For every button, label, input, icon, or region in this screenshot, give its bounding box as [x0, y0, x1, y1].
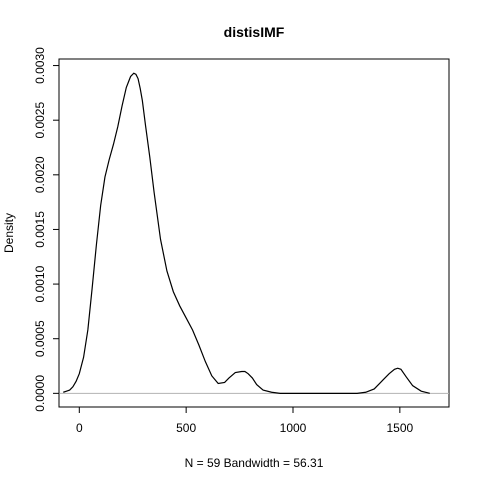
- chart-title: distisIMF: [224, 24, 285, 40]
- density-curve: [63, 72, 430, 394]
- x-tick-label: 1000: [280, 421, 307, 435]
- y-axis-label: Density: [2, 213, 16, 253]
- x-axis-label: N = 59 Bandwidth = 56.31: [185, 456, 324, 470]
- y-tick-label: 0.0015: [33, 211, 47, 248]
- x-tick-label: 0: [76, 421, 83, 435]
- plot-frame: [58, 58, 450, 408]
- y-tick-label: 0.0025: [33, 102, 47, 139]
- x-tick-label: 500: [176, 421, 196, 435]
- x-axis: 0 500 1000 1500: [76, 407, 414, 435]
- y-tick-label: 0.0030: [33, 47, 47, 84]
- y-axis: 0.0000 0.0005 0.0010 0.0015 0.0020 0.0025 0.00…: [33, 47, 59, 412]
- y-tick-label: 0.0020: [33, 156, 47, 193]
- y-tick-label: 0.0005: [33, 320, 47, 357]
- x-tick-label: 1500: [386, 421, 413, 435]
- y-tick-label: 0.0010: [33, 265, 47, 302]
- y-tick-label: 0.0000: [33, 375, 47, 412]
